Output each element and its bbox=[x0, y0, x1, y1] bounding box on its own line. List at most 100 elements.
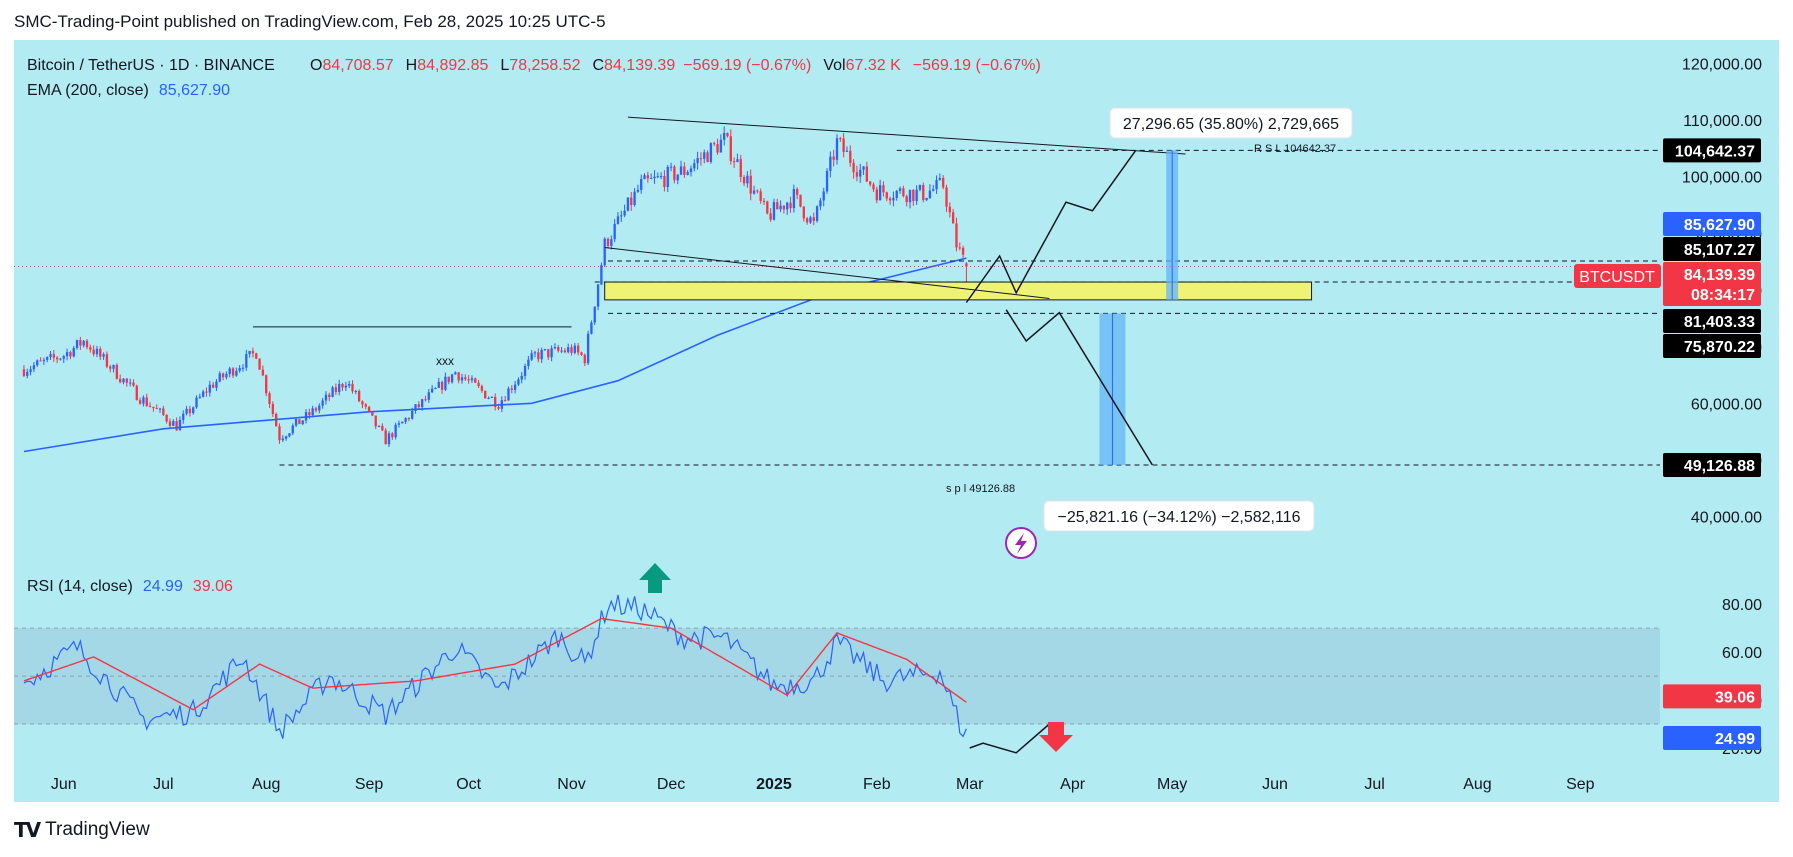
candle bbox=[225, 371, 228, 380]
candle-body bbox=[65, 352, 69, 357]
candle bbox=[520, 371, 523, 384]
candle bbox=[683, 162, 686, 178]
candle-body bbox=[666, 166, 669, 187]
candle bbox=[533, 350, 537, 358]
candle bbox=[832, 149, 835, 167]
candle bbox=[659, 172, 663, 180]
candle-body bbox=[138, 400, 142, 404]
candle-body bbox=[888, 198, 892, 201]
candle-body bbox=[391, 433, 394, 438]
candle-body bbox=[454, 372, 457, 375]
candle-body bbox=[474, 378, 477, 383]
candle-body bbox=[331, 387, 334, 398]
candle bbox=[122, 378, 125, 385]
price-tag-level2-text: 81,403.33 bbox=[1684, 314, 1755, 331]
candle bbox=[829, 151, 832, 178]
tradingview-logo[interactable]: TV TradingView bbox=[14, 818, 150, 842]
lightning-icon[interactable] bbox=[1005, 527, 1037, 559]
bear-scenario-path[interactable] bbox=[1005, 309, 1153, 466]
candle bbox=[152, 406, 155, 412]
candle-body bbox=[354, 390, 357, 392]
x-axis-label: Jun bbox=[51, 776, 77, 793]
candle-body bbox=[32, 365, 36, 370]
candle-body bbox=[407, 418, 411, 420]
candle-body bbox=[22, 369, 26, 376]
candle-body bbox=[248, 350, 251, 355]
candle-body bbox=[925, 198, 928, 201]
candle-body bbox=[318, 405, 321, 411]
demand-zone[interactable] bbox=[604, 281, 1313, 301]
candle bbox=[26, 368, 29, 379]
price-tag-rsl: 104,642.37 bbox=[1663, 138, 1761, 163]
candle bbox=[294, 418, 298, 428]
candle bbox=[195, 395, 198, 409]
candle bbox=[596, 283, 600, 311]
candle bbox=[377, 425, 381, 428]
price-tag-level2: 81,403.33 bbox=[1663, 309, 1761, 333]
candle bbox=[849, 145, 852, 167]
x-axis-label: Aug bbox=[1463, 776, 1491, 793]
candle bbox=[175, 417, 178, 431]
candle-body bbox=[557, 347, 560, 351]
candle bbox=[888, 196, 892, 205]
candle bbox=[351, 380, 354, 394]
candle bbox=[855, 165, 859, 182]
candle-body bbox=[437, 381, 440, 388]
candle-body bbox=[606, 238, 610, 246]
candle bbox=[228, 366, 231, 378]
drop-measure-label[interactable]: −25,821.16 (−34.12%) −2,582,116 bbox=[1043, 500, 1315, 532]
candle bbox=[610, 235, 613, 250]
candle bbox=[470, 375, 474, 383]
candle bbox=[318, 403, 321, 414]
candle-body bbox=[324, 394, 328, 401]
bull-scenario-path[interactable] bbox=[965, 149, 1137, 303]
candle bbox=[99, 346, 102, 360]
price-tag-rsl-text: 104,642.37 bbox=[1675, 143, 1755, 160]
candle-body bbox=[251, 350, 255, 354]
candle-body bbox=[494, 396, 497, 407]
candle-body bbox=[112, 365, 115, 369]
candle-body bbox=[165, 414, 168, 422]
candle bbox=[221, 372, 225, 381]
candle-body bbox=[417, 404, 421, 408]
candle bbox=[852, 159, 855, 179]
candle bbox=[364, 403, 367, 410]
candle bbox=[384, 428, 387, 445]
candle-body bbox=[772, 202, 776, 220]
candle-body bbox=[633, 191, 636, 206]
candle bbox=[663, 170, 666, 192]
candle-body bbox=[205, 391, 208, 393]
rsi-projection-path[interactable] bbox=[969, 723, 1050, 754]
legend-close-value: 84,139.39 bbox=[604, 57, 675, 74]
candle bbox=[450, 373, 454, 384]
candle bbox=[95, 345, 99, 358]
candle bbox=[812, 212, 815, 226]
candle-body bbox=[334, 387, 338, 392]
candle-body bbox=[636, 189, 640, 192]
price-tick-label: 120,000.00 bbox=[1682, 56, 1762, 73]
candle-body bbox=[769, 213, 772, 220]
candle-body bbox=[523, 365, 527, 376]
candle bbox=[835, 134, 839, 165]
candle bbox=[958, 242, 961, 251]
candle-body bbox=[935, 179, 938, 190]
candle-body bbox=[649, 178, 653, 180]
upper-trendline[interactable] bbox=[627, 116, 1186, 155]
candle bbox=[799, 194, 802, 208]
candle bbox=[547, 349, 550, 360]
target-measure-label[interactable]: 27,296.65 (35.80%) 2,729,665 bbox=[1109, 107, 1353, 139]
candle bbox=[915, 185, 918, 205]
candle-body bbox=[799, 194, 802, 207]
candle-body bbox=[294, 419, 298, 426]
candle-body bbox=[839, 138, 842, 140]
candle bbox=[805, 216, 809, 225]
candle bbox=[567, 343, 570, 354]
candle bbox=[59, 357, 62, 361]
candle bbox=[404, 417, 407, 425]
candle-body bbox=[291, 425, 294, 434]
candle-body bbox=[215, 381, 218, 388]
candle bbox=[477, 380, 480, 388]
candle bbox=[52, 350, 55, 362]
candle bbox=[467, 375, 470, 384]
